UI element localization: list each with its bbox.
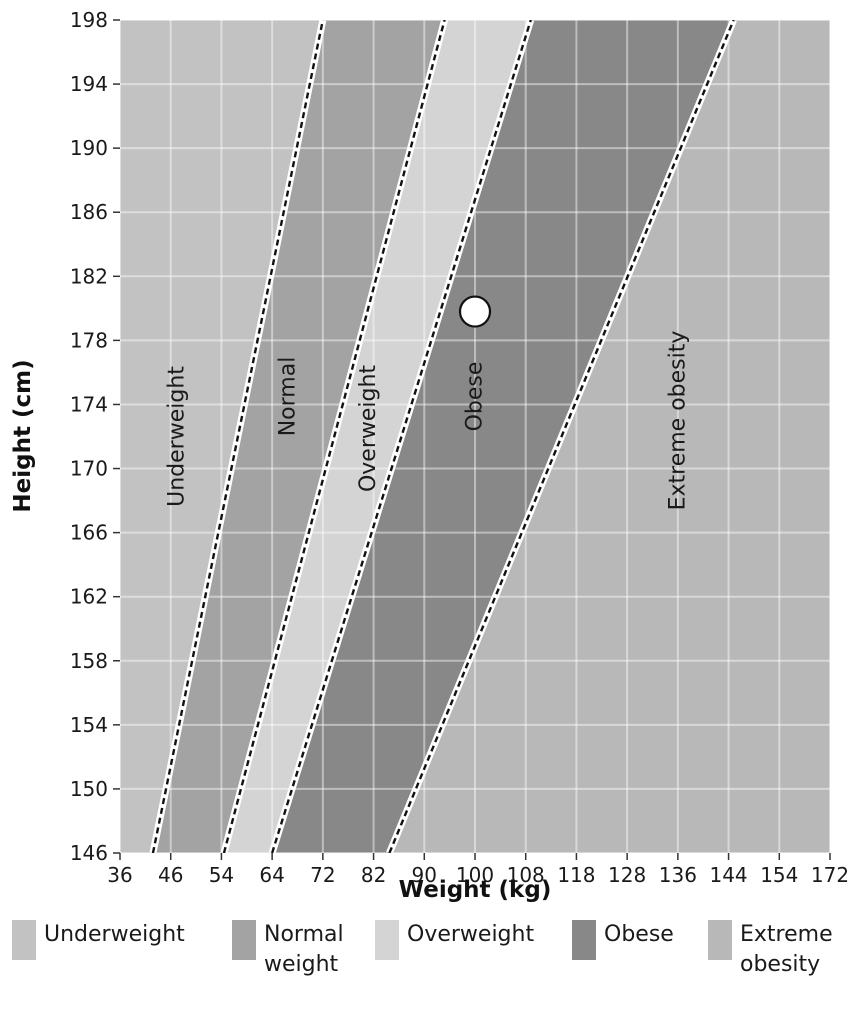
x-tick-layer: 36 46 54 64 72 82 90 100 108 118 128 136 144 154 172 [107, 853, 849, 887]
region-obese [272, 20, 734, 853]
y-tick-layer: 146 150 154 158 162 166 170 174 178 182 186 190 194 1… [70, 8, 120, 865]
legend-label-line: weight [264, 952, 339, 977]
legend-swatch [232, 920, 256, 960]
legend-item: Underweight [12, 920, 185, 960]
legend-label: Underweight [44, 920, 185, 950]
y-axis-title: Height (cm) [10, 359, 36, 512]
data-point [458, 295, 492, 328]
region-label-normal: Normal [276, 357, 301, 437]
x-tick-label: 108 [507, 863, 545, 887]
y-tick-label: 174 [70, 392, 108, 416]
x-tick-label: 136 [659, 863, 697, 887]
x-tick-label: 90 [412, 863, 437, 887]
x-axis-title: Weight (kg) [399, 877, 552, 903]
x-tick-label: 36 [107, 863, 132, 887]
y-tick-label: 158 [70, 649, 108, 673]
y-tick-label: 178 [70, 328, 108, 352]
region-label-layer: Underweight Normal Overweight Obese Extreme … [165, 331, 691, 511]
legend-item: Normal weight [232, 920, 344, 980]
legend-label-line: obesity [740, 952, 821, 977]
y-tick-label: 194 [70, 72, 108, 96]
legend-swatch [708, 920, 732, 960]
region-label-obese: Obese [463, 362, 488, 432]
boundary-line-4 [388, 20, 735, 853]
x-tick-label: 82 [361, 863, 386, 887]
boundary-layer [149, 20, 737, 853]
y-tick-label: 182 [70, 264, 108, 288]
boundary-line-3 [270, 20, 532, 853]
boundary-line-2 [222, 20, 446, 853]
region-extreme-obesity [389, 20, 830, 853]
y-tick-label: 198 [70, 8, 108, 32]
legend-label-line: Normal [264, 922, 344, 947]
legend-label-line: Underweight [44, 922, 185, 947]
legend-item: Extreme obesity [708, 920, 833, 980]
boundary-line-1 [151, 20, 325, 853]
grid-layer [120, 20, 830, 853]
region-normal [153, 20, 445, 853]
region-label-extreme-obesity: Extreme obesity [665, 331, 690, 511]
region-underweight [120, 20, 323, 853]
regions-layer [120, 20, 830, 853]
x-tick-label: 64 [259, 863, 284, 887]
region-label-underweight: Underweight [165, 366, 190, 507]
legend-swatch [572, 920, 596, 960]
y-tick-label: 166 [70, 521, 108, 545]
legend-swatch [12, 920, 36, 960]
x-tick-label: 154 [760, 863, 798, 887]
legend-label: Extreme obesity [740, 920, 833, 980]
x-tick-label: 46 [158, 863, 183, 887]
x-tick-label: 118 [557, 863, 595, 887]
x-tick-label: 128 [608, 863, 646, 887]
x-tick-label: 72 [310, 863, 335, 887]
region-label-overweight: Overweight [356, 365, 381, 492]
legend-item: Overweight [375, 920, 534, 960]
point-layer [458, 295, 492, 328]
legend-label-line: Overweight [407, 922, 535, 947]
legend-label: Overweight [407, 920, 534, 950]
y-tick-label: 150 [70, 777, 108, 801]
legend-label-line: Obese [604, 922, 674, 947]
legend-label-line: Extreme [740, 922, 833, 947]
x-tick-label: 100 [456, 863, 494, 887]
legend-label: Obese [604, 920, 674, 950]
legend-item: Obese [572, 920, 674, 960]
y-tick-label: 154 [70, 713, 108, 737]
y-tick-label: 146 [70, 841, 108, 865]
legend: Underweight Normal weight Overweight Obese Ex… [0, 920, 856, 1015]
legend-label: Normal weight [264, 920, 344, 980]
x-tick-label: 54 [209, 863, 234, 887]
y-tick-label: 170 [70, 457, 108, 481]
y-tick-label: 190 [70, 136, 108, 160]
y-tick-label: 162 [70, 585, 108, 609]
region-overweight [224, 20, 531, 853]
legend-swatch [375, 920, 399, 960]
y-tick-label: 186 [70, 200, 108, 224]
bmi-chart: Underweight Normal Overweight Obese Extreme … [10, 8, 849, 903]
x-tick-label: 144 [709, 863, 747, 887]
x-tick-label: 172 [811, 863, 849, 887]
